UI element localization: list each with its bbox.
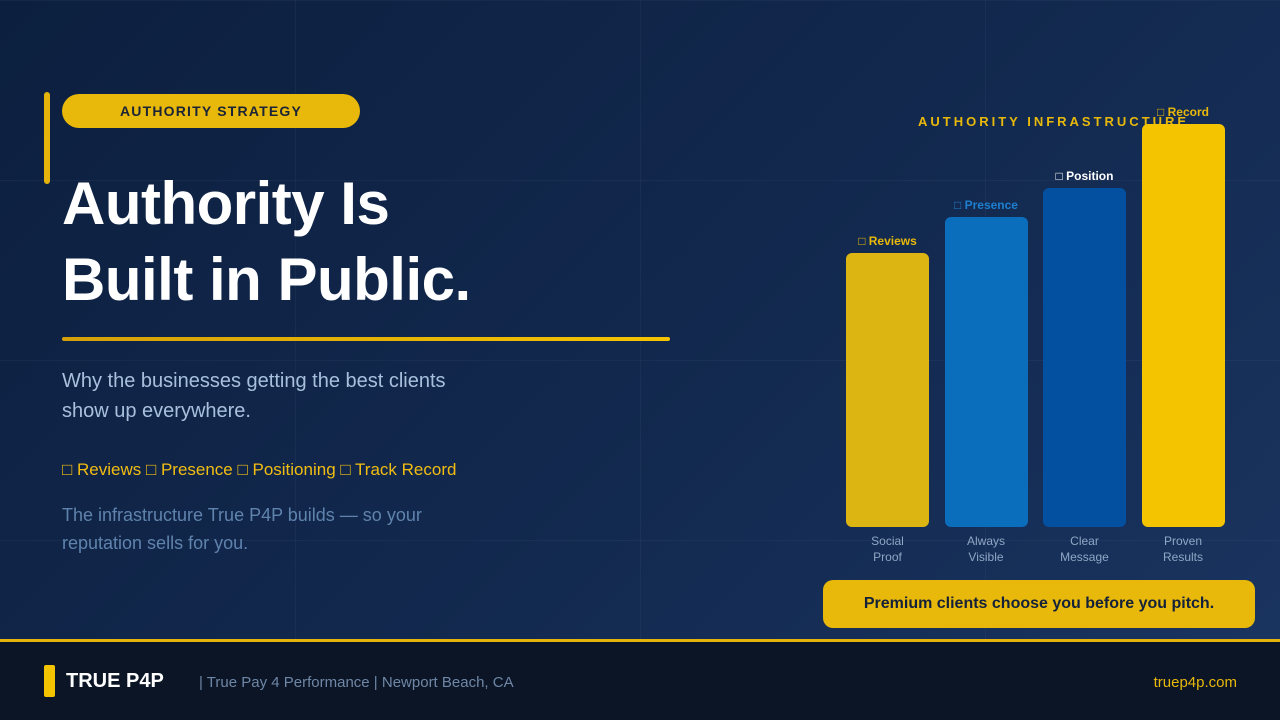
category-label-line: Always — [966, 534, 1005, 548]
bar-chart: □ Reviews Social Proof □ Presence Always Visi… — [838, 105, 1233, 565]
category-label-line: Visible — [968, 550, 1004, 564]
brand-name: TRUE P4P — [66, 670, 164, 692]
category-label-line: Results — [1162, 550, 1203, 564]
bar-3 — [1043, 188, 1126, 527]
category-label-2: Always Visible — [936, 533, 1036, 565]
bar-label-4: □ Record — [1157, 105, 1209, 119]
chart-title: AUTHORITY INFRASTRUCTURE — [918, 114, 1190, 129]
footer-tagline: | True Pay 4 Performance | Newport Beach… — [199, 674, 514, 691]
category-label-4: Proven Results — [1133, 533, 1233, 565]
accent-bar — [44, 92, 50, 184]
website-link[interactable]: truep4p.com — [1153, 674, 1237, 691]
bar-1 — [846, 252, 929, 527]
headline-divider — [62, 337, 670, 341]
category-label-line: Proof — [873, 550, 902, 564]
footer-divider — [0, 639, 1280, 642]
subheadline: Why the businesses getting the best clie… — [62, 370, 446, 422]
category-label-line: Clear — [1070, 534, 1099, 548]
category-label-1: Social Proof — [838, 533, 938, 565]
callout-banner: Premium clients choose you before you pi… — [823, 580, 1255, 628]
category-label-line: Social — [871, 534, 904, 548]
description: The infrastructure True P4P builds — so … — [62, 505, 422, 553]
bar-4 — [1141, 124, 1225, 527]
headline-line-1: Authority Is — [62, 170, 390, 237]
bar-2 — [944, 216, 1028, 527]
category-label-3: Clear Message — [1035, 533, 1135, 565]
bar-label-1: □ Reviews — [858, 233, 917, 248]
headline-line-2: Built in Public. — [62, 246, 471, 313]
pillars-list: □ Reviews □ Presence □ Positioning □ Tra… — [62, 460, 457, 479]
strategy-badge: AUTHORITY STRATEGY — [62, 94, 360, 128]
footer: TRUE P4P | True Pay 4 Performance | Newp… — [0, 642, 1280, 720]
category-label-line: Message — [1060, 550, 1109, 564]
brand-mark — [44, 665, 55, 697]
bar-label-3: □ Position — [1055, 169, 1114, 184]
bar-label-2: □ Presence — [954, 197, 1018, 212]
category-label-line: Proven — [1163, 534, 1203, 548]
